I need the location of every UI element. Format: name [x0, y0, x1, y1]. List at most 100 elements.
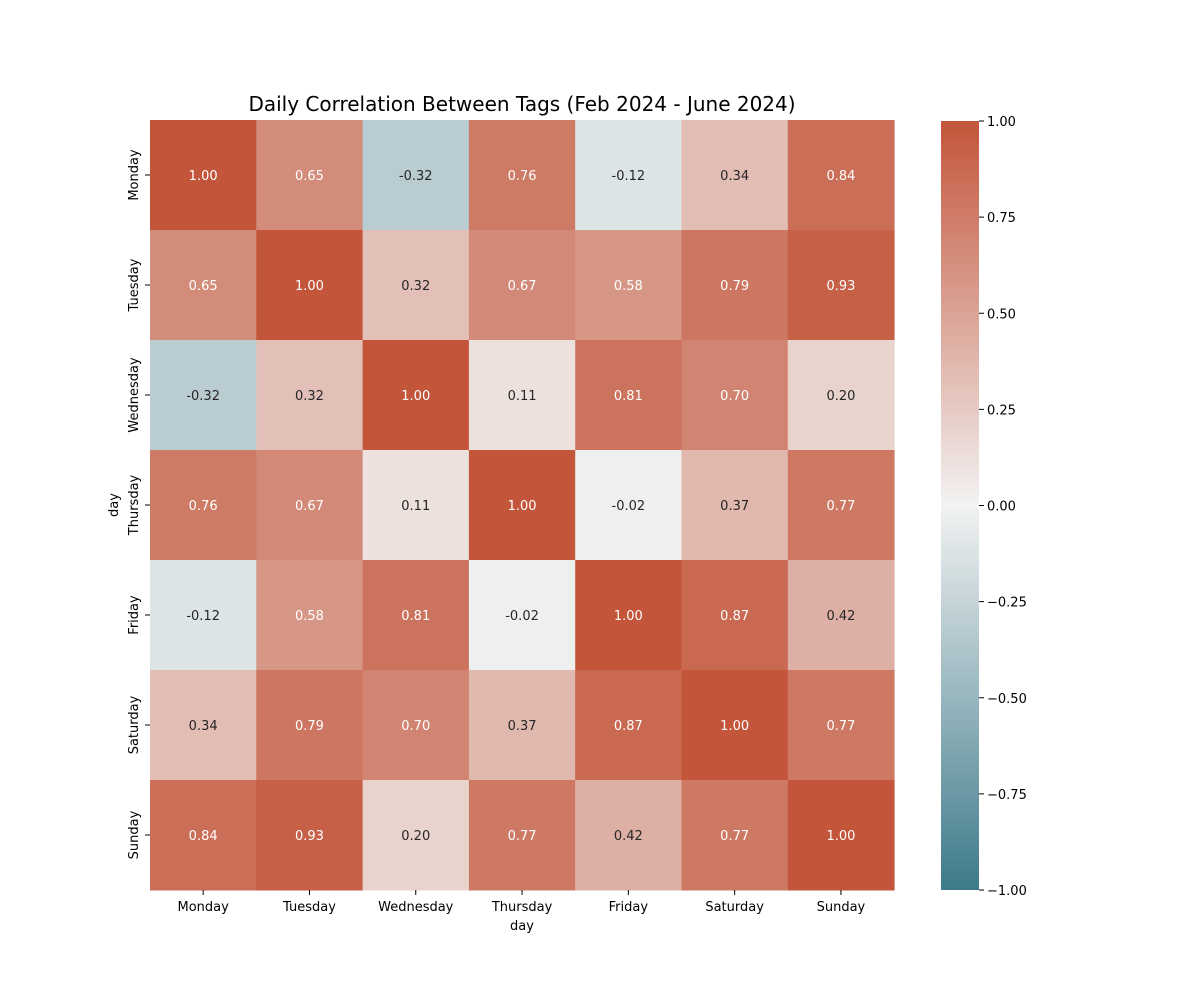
- cell-value-label: 0.77: [826, 499, 855, 514]
- cell-value-label: 0.93: [295, 829, 324, 844]
- y-tick-label: Friday: [127, 595, 142, 635]
- cell-value-label: 0.77: [508, 829, 537, 844]
- heatmap-cell: [575, 340, 682, 451]
- colorbar-tick-label: 0.50: [987, 307, 1016, 322]
- cell-value-label: -0.12: [186, 609, 220, 624]
- heatmap-cell: [362, 450, 470, 561]
- heatmap-cell: [362, 120, 470, 231]
- heatmap-cell: [256, 670, 364, 781]
- heatmap-cell: [468, 230, 576, 341]
- heatmap-cell: [150, 670, 257, 781]
- heatmap-cell: [468, 780, 576, 891]
- cell-value-label: -0.02: [505, 609, 539, 624]
- cell-value-label: 1.00: [508, 499, 537, 514]
- colorbar-tick-label: −0.75: [987, 788, 1027, 803]
- heatmap-cell: [362, 670, 470, 781]
- cell-value-label: -0.32: [186, 389, 220, 404]
- cell-value-label: 0.93: [826, 279, 855, 294]
- cell-value-label: 0.34: [189, 719, 218, 734]
- heatmap-cell: [681, 780, 789, 891]
- heatmap-cell: [575, 450, 682, 561]
- cell-value-label: 0.81: [614, 389, 643, 404]
- heatmap-cell: [575, 560, 682, 671]
- heatmap-cell: [150, 450, 257, 561]
- colorbar-tick-label: −1.00: [987, 884, 1027, 899]
- cell-value-label: 0.42: [614, 829, 643, 844]
- heatmap-cell: [468, 560, 576, 671]
- cell-value-label: 0.76: [189, 499, 218, 514]
- y-axis-label: day: [107, 493, 122, 517]
- cell-value-label: 1.00: [295, 279, 324, 294]
- colorbar-tick-label: 0.75: [987, 211, 1016, 226]
- heatmap-cell: [681, 560, 789, 671]
- cell-value-label: 0.84: [189, 829, 218, 844]
- heatmap-cell: [681, 450, 789, 561]
- cell-value-label: 0.20: [826, 389, 855, 404]
- colorbar-tick-label: 0.25: [987, 403, 1016, 418]
- cell-value-label: 0.11: [508, 389, 537, 404]
- cell-value-label: 0.67: [508, 279, 537, 294]
- cell-value-label: 0.11: [401, 499, 430, 514]
- x-axis-ticks: Monday Tuesday Wednesday Thursday Friday Satu…: [177, 890, 866, 915]
- cell-value-label: 0.65: [189, 279, 218, 294]
- chart-title: Daily Correlation Between Tags (Feb 2024…: [248, 92, 795, 116]
- cell-value-label: 0.32: [401, 279, 430, 294]
- cell-value-label: 0.70: [720, 389, 749, 404]
- heatmap-cell: [150, 340, 257, 451]
- colorbar: [941, 121, 979, 890]
- cell-value-label: 0.76: [508, 169, 537, 184]
- heatmap-cell: [150, 560, 257, 671]
- y-tick-label: Monday: [127, 149, 142, 201]
- cell-value-label: 0.37: [508, 719, 537, 734]
- cell-value-label: 0.67: [295, 499, 324, 514]
- heatmap-cell: [256, 780, 364, 891]
- colorbar-tick-label: 0.00: [987, 500, 1016, 515]
- cell-value-label: 0.87: [614, 719, 643, 734]
- cell-value-label: 1.00: [720, 719, 749, 734]
- x-tick-label: Friday: [609, 900, 649, 915]
- heatmap-cell: [787, 450, 895, 561]
- cell-value-label: 0.34: [720, 169, 749, 184]
- colorbar-tick-label: 1.00: [987, 115, 1016, 130]
- colorbar-ticks: 1.00 0.75 0.50 0.25 0.00 −0.25 −0.50 −0.75 −1.00: [979, 115, 1027, 899]
- cell-value-label: 1.00: [401, 389, 430, 404]
- cell-value-label: 1.00: [826, 829, 855, 844]
- heatmap-cells: 1.00 0.65 -0.32 0.76 -0.12 0.34 0.84 0.65 1.00 0.…: [150, 120, 895, 891]
- cell-value-label: 0.58: [614, 279, 643, 294]
- heatmap-cell: [681, 670, 789, 781]
- heatmap-cell: [787, 560, 895, 671]
- cell-value-label: 0.70: [401, 719, 430, 734]
- heatmap-cell: [787, 780, 895, 891]
- cell-value-label: 0.42: [826, 609, 855, 624]
- y-tick-label: Tuesday: [127, 258, 142, 312]
- heatmap-cell: [575, 780, 682, 891]
- y-tick-label: Sunday: [127, 810, 142, 859]
- heatmap-cell: [787, 670, 895, 781]
- heatmap-cell: [362, 560, 470, 671]
- cell-value-label: 0.79: [295, 719, 324, 734]
- heatmap-cell: [362, 780, 470, 891]
- heatmap-cell: [787, 120, 895, 231]
- x-tick-label: Sunday: [817, 900, 866, 915]
- x-tick-label: Saturday: [705, 900, 764, 915]
- heatmap-cell: [362, 340, 470, 451]
- y-tick-label: Saturday: [127, 695, 142, 754]
- y-tick-label: Wednesday: [127, 357, 142, 433]
- y-tick-label: Thursday: [127, 474, 142, 536]
- colorbar-tick-label: −0.25: [987, 596, 1027, 611]
- cell-value-label: 0.87: [720, 609, 749, 624]
- heatmap-cell: [468, 450, 576, 561]
- heatmap-cell: [150, 230, 257, 341]
- heatmap-cell: [575, 230, 682, 341]
- cell-value-label: 0.58: [295, 609, 324, 624]
- cell-value-label: 0.77: [826, 719, 855, 734]
- cell-value-label: 0.77: [720, 829, 749, 844]
- heatmap-cell: [150, 120, 257, 231]
- cell-value-label: -0.12: [612, 169, 646, 184]
- heatmap-cell: [468, 120, 576, 231]
- heatmap-cell: [681, 120, 789, 231]
- x-tick-label: Tuesday: [282, 900, 336, 915]
- heatmap-cell: [150, 780, 257, 891]
